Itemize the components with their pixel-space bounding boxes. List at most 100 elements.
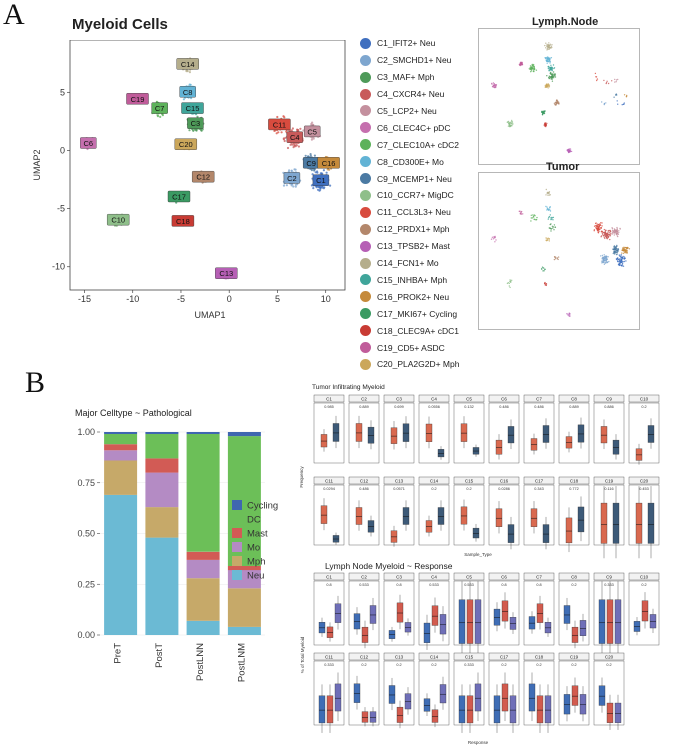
umap-point xyxy=(313,168,316,171)
umap-points-layer xyxy=(81,57,337,280)
box-panel-frame xyxy=(348,484,380,546)
box-body xyxy=(563,694,571,715)
box-panel-title: C1 xyxy=(326,397,332,402)
cluster-label-box xyxy=(191,170,215,183)
mini-umap-point xyxy=(522,213,524,215)
box-body xyxy=(390,530,398,543)
legend-swatch xyxy=(360,173,371,185)
mini-umap-point xyxy=(602,234,604,236)
x-tick-label: 10 xyxy=(321,294,331,304)
mini-umap-point xyxy=(531,217,534,219)
cluster-label-box xyxy=(181,102,204,114)
umap-tumor-plot xyxy=(478,172,640,330)
til-title: Tumor Infiltrating Myeloid xyxy=(312,384,385,391)
mini-umap-point xyxy=(613,229,616,232)
til-y-label: Frequency xyxy=(299,466,304,488)
box-panel-strip xyxy=(348,394,380,403)
mini-umap-point xyxy=(546,49,548,51)
mini-umap-point xyxy=(601,222,603,224)
box-body xyxy=(600,426,608,444)
box-body xyxy=(388,685,396,704)
cluster-label-text: C3 xyxy=(191,119,201,128)
legend-swatch xyxy=(360,240,371,252)
bar-legend-label: Mo xyxy=(247,543,260,554)
bar-x-axis: PreT PostT PostLNN PostLNM xyxy=(113,643,248,682)
legend-item: C14_FCN1+ Mo xyxy=(360,255,439,272)
umap-x-ticks: -15 -10 -5 0 5 10 xyxy=(78,290,331,304)
mini-umap-point xyxy=(616,233,618,235)
mini-umap-point xyxy=(611,227,613,229)
mini-umap-point xyxy=(545,42,547,44)
box-panel-title: C8 xyxy=(571,397,577,402)
legend-swatch xyxy=(360,122,371,134)
umap-point xyxy=(318,185,321,188)
umap-point xyxy=(312,187,315,190)
mini-umap-point xyxy=(613,248,616,251)
mini-umap-point xyxy=(622,261,624,263)
box-panel-strip xyxy=(453,572,485,581)
box-body xyxy=(431,605,439,626)
box-panel-strip xyxy=(523,652,555,661)
mini-umap-point xyxy=(554,226,557,228)
box-panel-title: C13 xyxy=(395,479,404,484)
box-body xyxy=(536,695,544,724)
mini-umap-point xyxy=(548,75,550,77)
bar-legend-label: Neu xyxy=(247,571,264,582)
box-body xyxy=(536,603,544,623)
box-body xyxy=(404,622,412,633)
box-panel-frame xyxy=(383,484,415,546)
box-panel-pvalue: 0.2 xyxy=(606,663,611,667)
bar-segment xyxy=(227,432,261,437)
mini-umap-point xyxy=(621,265,623,267)
bar-x-tick-label: PostT xyxy=(154,643,165,668)
box-body xyxy=(509,617,517,630)
mini-umap-point xyxy=(548,69,550,72)
umap-point xyxy=(283,139,286,143)
bar-segment xyxy=(186,434,220,552)
mini-umap-point xyxy=(607,82,610,85)
mini-umap-point xyxy=(598,224,600,226)
bar-legend-label: Mast xyxy=(247,529,268,540)
mini-umap-point xyxy=(536,216,538,219)
box-panel-strip xyxy=(348,476,380,485)
mini-umap-point xyxy=(546,58,548,60)
box-panel-title: C15 xyxy=(465,479,474,484)
mini-umap-point xyxy=(619,255,621,257)
legend-swatch xyxy=(360,342,371,354)
mini-umap-point xyxy=(600,222,602,224)
mini-umap-point xyxy=(597,231,599,234)
box-body xyxy=(509,695,517,724)
box-body xyxy=(361,626,369,643)
cluster-label-box xyxy=(215,267,238,279)
legend-item: C8_CD300E+ Mo xyxy=(360,153,444,170)
y-tick-label: 0 xyxy=(60,145,65,155)
cluster-label-text: C5 xyxy=(307,127,317,136)
box-body xyxy=(439,614,447,635)
box-panel-strip xyxy=(383,652,415,661)
cluster-label-text: C8 xyxy=(183,88,193,97)
mini-umap-point xyxy=(532,63,535,66)
mini-umap-point xyxy=(551,76,554,79)
box-panel-strip xyxy=(523,572,555,581)
box-panel-title: C20 xyxy=(640,479,649,484)
mini-umap-point xyxy=(624,257,626,260)
legend-item: C4_CXCR4+ Neu xyxy=(360,86,444,103)
mini-umap-point xyxy=(599,228,601,230)
umap-point xyxy=(312,137,315,140)
bar-segment xyxy=(186,559,220,579)
cluster-label-box xyxy=(151,102,168,114)
mini-umap-point xyxy=(553,229,555,231)
box-panel-pvalue: 0.889 xyxy=(359,405,369,409)
box-panel-title: C7 xyxy=(536,397,542,402)
box-body xyxy=(320,505,328,524)
til-boxplots: C1 0.985 C2 0.889 C3 0.699 C4 0.0556 C5 0.132 C6 0.… xyxy=(299,394,660,559)
legend-label: C14_FCN1+ Mo xyxy=(377,258,439,269)
cluster-label-box xyxy=(304,125,321,138)
legend-item: C11_CCL3L3+ Neu xyxy=(360,204,451,221)
mini-umap-point xyxy=(547,87,549,89)
box-panel-pvalue: 0.699 xyxy=(394,405,404,409)
mini-umap-point xyxy=(616,100,618,102)
legend-label: C20_PLA2G2D+ Mph xyxy=(377,359,460,370)
mini-umap-point xyxy=(535,69,538,71)
mini-umap-point xyxy=(617,78,619,81)
